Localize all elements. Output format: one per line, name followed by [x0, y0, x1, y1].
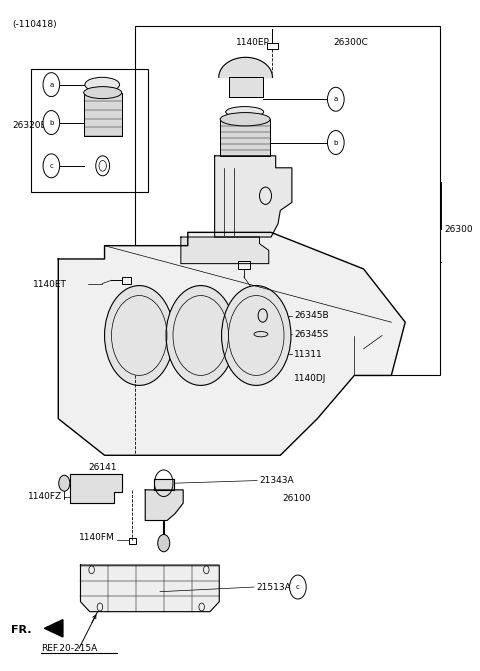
Polygon shape	[155, 478, 174, 490]
Bar	[220, 119, 270, 156]
Bar	[228, 77, 263, 97]
Bar	[84, 93, 121, 136]
Circle shape	[166, 286, 236, 385]
Text: 1140FM: 1140FM	[79, 533, 115, 542]
Bar	[122, 277, 132, 284]
Bar	[84, 93, 121, 136]
Text: 26300C: 26300C	[334, 38, 368, 47]
Text: a: a	[49, 82, 53, 88]
Polygon shape	[181, 237, 269, 264]
Text: 26345B: 26345B	[294, 311, 329, 320]
Circle shape	[289, 575, 306, 599]
Polygon shape	[145, 490, 183, 521]
Bar	[267, 43, 277, 50]
Text: 26141: 26141	[88, 463, 117, 472]
Text: 11311: 11311	[294, 350, 323, 358]
Polygon shape	[45, 619, 63, 637]
Polygon shape	[215, 156, 292, 237]
Ellipse shape	[85, 77, 120, 92]
Circle shape	[43, 154, 60, 178]
Circle shape	[43, 72, 60, 97]
Text: a: a	[334, 96, 338, 102]
Text: REF.20-215A: REF.20-215A	[41, 643, 97, 653]
Ellipse shape	[254, 331, 268, 337]
Bar	[129, 538, 136, 544]
Text: 26300: 26300	[444, 225, 473, 234]
Ellipse shape	[226, 107, 264, 117]
Text: 26100: 26100	[283, 494, 311, 503]
Ellipse shape	[220, 113, 270, 126]
Circle shape	[59, 475, 70, 491]
Text: 26320B: 26320B	[12, 121, 47, 130]
Text: b: b	[49, 119, 54, 125]
Text: c: c	[49, 163, 53, 169]
Text: b: b	[334, 140, 338, 146]
Polygon shape	[219, 57, 273, 77]
Text: 1140DJ: 1140DJ	[294, 374, 326, 383]
Circle shape	[327, 131, 344, 154]
Text: 1140ET: 1140ET	[33, 280, 67, 289]
Circle shape	[222, 286, 291, 385]
Bar	[134, 26, 440, 376]
Polygon shape	[58, 232, 405, 456]
Circle shape	[158, 535, 170, 552]
Text: 21513A: 21513A	[256, 582, 291, 592]
Text: 26345S: 26345S	[294, 329, 328, 339]
Text: 21343A: 21343A	[260, 476, 294, 485]
Polygon shape	[81, 565, 219, 612]
Bar	[220, 119, 270, 156]
Text: c: c	[296, 584, 300, 590]
Text: 1140EP: 1140EP	[236, 38, 270, 47]
Circle shape	[327, 87, 344, 111]
Circle shape	[43, 111, 60, 135]
Ellipse shape	[84, 87, 121, 99]
Text: 1140FZ: 1140FZ	[28, 492, 62, 501]
Text: (-110418): (-110418)	[12, 19, 57, 29]
Circle shape	[105, 286, 174, 385]
Bar	[238, 261, 250, 269]
Bar	[228, 77, 263, 97]
Text: FR.: FR.	[11, 625, 32, 635]
Polygon shape	[70, 474, 122, 503]
Bar	[31, 69, 148, 193]
